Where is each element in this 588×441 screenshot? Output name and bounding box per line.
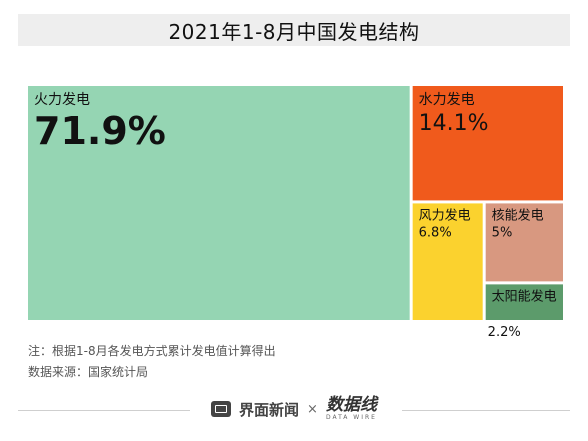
- treemap-tile: 核能发电 5%: [485, 203, 563, 282]
- treemap-tile-rect: [412, 203, 483, 320]
- tile-name-label: 火力发电: [34, 92, 90, 108]
- tile-name-label: 太阳能发电: [492, 288, 557, 304]
- footer-divider-left: [18, 410, 190, 411]
- chart-source: 数据来源：国家统计局: [28, 365, 149, 379]
- tile-name-label: 核能发电: [492, 207, 544, 223]
- times-sign: ×: [307, 401, 318, 417]
- treemap-tile-rect: [485, 284, 563, 320]
- footer-divider-right: [402, 410, 570, 411]
- tile-value-label: 2.2%: [488, 325, 521, 340]
- tile-value-label: 71.9%: [34, 109, 166, 153]
- tile-value-label: 6.8%: [419, 225, 452, 240]
- datawire-logo-text: 数据线: [325, 395, 377, 415]
- datawire-logo-subtext: DATA WIRE: [325, 414, 377, 421]
- jiemian-logo-icon: [211, 401, 232, 417]
- treemap-tile: 太阳能发电 2.2%: [485, 284, 563, 340]
- treemap-tile-rect: [485, 203, 563, 282]
- tile-name-label: 风力发电: [419, 207, 471, 223]
- treemap-tile-rect: [28, 86, 410, 320]
- tile-value-label: 5%: [492, 225, 513, 240]
- treemap-tile-rect: [412, 86, 563, 201]
- footer: 界面新闻 × 数据线 DATA WIRE: [0, 394, 588, 424]
- treemap-tile: 风力发电 6.8%: [412, 203, 483, 320]
- title-band: 2021年1-8月中国发电结构: [18, 14, 570, 46]
- datawire-logo: 数据线 DATA WIRE: [326, 397, 377, 421]
- tile-value-label: 14.1%: [419, 111, 489, 136]
- brand-name: 界面新闻: [239, 400, 300, 419]
- tile-name-label: 水力发电: [419, 92, 475, 108]
- chart-note: 注：根据1-8月各发电方式累计发电值计算得出: [28, 344, 276, 358]
- treemap-tile: 水力发电 14.1%: [412, 86, 563, 201]
- chart-title: 2021年1-8月中国发电结构: [168, 19, 420, 44]
